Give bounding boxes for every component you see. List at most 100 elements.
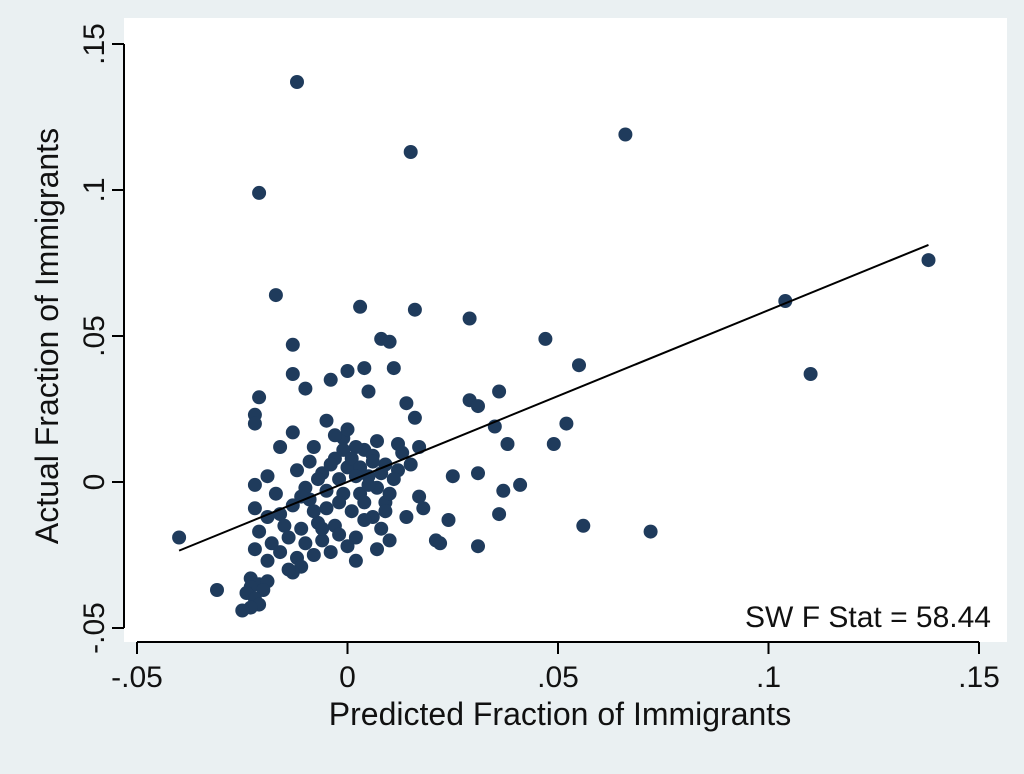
data-point xyxy=(323,372,338,387)
data-point xyxy=(403,457,418,472)
data-point xyxy=(433,536,448,551)
data-point xyxy=(277,518,292,533)
data-point xyxy=(361,384,376,399)
x-tick-label: .1 xyxy=(756,661,781,694)
data-point xyxy=(492,507,507,522)
data-point xyxy=(235,603,250,618)
data-point xyxy=(252,390,267,405)
data-point xyxy=(378,504,393,519)
data-point xyxy=(344,451,359,466)
data-point xyxy=(382,533,397,548)
data-point xyxy=(319,413,334,428)
data-point xyxy=(576,518,591,533)
data-point xyxy=(340,364,355,378)
data-point xyxy=(365,454,380,469)
data-point xyxy=(407,410,422,425)
data-point xyxy=(281,530,296,545)
data-point xyxy=(285,425,300,440)
x-axis-ticks: -.05 0 .05 .1 .15 xyxy=(111,642,1000,694)
data-point xyxy=(391,437,405,451)
data-point xyxy=(247,416,262,431)
data-point xyxy=(357,495,372,510)
data-point xyxy=(361,477,376,492)
data-point xyxy=(340,539,355,554)
y-axis-ticks: -.05 0 .05 .1 .15 xyxy=(78,23,124,654)
data-point xyxy=(252,524,267,539)
data-point xyxy=(500,437,515,451)
data-point xyxy=(471,539,485,554)
data-point xyxy=(386,361,401,376)
fit-line xyxy=(178,243,929,552)
data-point xyxy=(311,472,325,487)
y-tick-label: .1 xyxy=(78,177,111,202)
data-point xyxy=(294,521,309,536)
data-point xyxy=(290,75,304,89)
data-point xyxy=(370,542,384,557)
data-point xyxy=(538,331,553,346)
data-point xyxy=(268,288,283,303)
x-axis-label: Predicted Fraction of Immigrants xyxy=(329,696,791,732)
data-point xyxy=(210,583,224,597)
data-point xyxy=(323,545,338,560)
data-point xyxy=(921,253,936,268)
data-point xyxy=(643,524,658,539)
data-point xyxy=(247,542,262,557)
data-point xyxy=(471,466,485,481)
data-point xyxy=(357,513,372,527)
data-point xyxy=(256,583,271,597)
data-point xyxy=(247,477,262,492)
x-tick-label: .05 xyxy=(537,661,579,694)
data-point xyxy=(273,545,288,560)
data-point xyxy=(264,536,279,551)
data-point xyxy=(492,384,507,399)
data-point xyxy=(382,486,397,501)
data-point xyxy=(559,416,574,431)
data-point xyxy=(348,553,363,568)
data-point xyxy=(306,440,321,454)
data-point xyxy=(348,440,363,454)
data-point xyxy=(412,489,427,504)
data-point xyxy=(416,501,431,516)
data-point xyxy=(370,434,384,449)
data-point xyxy=(441,513,456,527)
data-point xyxy=(302,454,317,469)
data-point xyxy=(273,440,288,454)
data-point xyxy=(803,367,818,381)
data-point xyxy=(319,501,334,516)
data-point xyxy=(268,486,283,501)
y-tick-label: .15 xyxy=(78,23,111,65)
data-point xyxy=(332,527,347,542)
y-axis-label: Actual Fraction of Immigrants xyxy=(29,128,65,544)
data-point xyxy=(462,311,477,326)
data-point xyxy=(306,504,321,519)
x-tick-label: .15 xyxy=(958,661,1000,694)
data-point xyxy=(323,457,338,472)
data-point xyxy=(247,501,262,516)
data-point xyxy=(353,299,368,314)
data-point xyxy=(357,361,372,376)
data-point xyxy=(407,302,422,317)
data-point xyxy=(306,548,321,562)
y-tick-label: 0 xyxy=(78,474,111,491)
data-point xyxy=(340,422,355,437)
data-point xyxy=(399,396,414,411)
data-point xyxy=(572,358,586,373)
data-point xyxy=(260,469,275,484)
data-point xyxy=(298,536,313,551)
data-point xyxy=(399,510,414,524)
data-point xyxy=(386,472,401,487)
data-point xyxy=(348,530,363,545)
data-point xyxy=(374,521,389,536)
data-point xyxy=(285,337,300,352)
data-point xyxy=(281,562,296,577)
data-point xyxy=(403,145,418,159)
data-point xyxy=(298,381,313,396)
axes: -.05 0 .05 .1 .15 -.05 0 .05 .1 .15 xyxy=(78,23,1000,694)
data-point xyxy=(618,127,633,142)
data-point xyxy=(382,334,397,349)
data-point xyxy=(546,437,561,451)
sw-f-stat-annotation: SW F Stat = 58.44 xyxy=(745,601,991,634)
y-tick-label: .05 xyxy=(78,315,111,357)
